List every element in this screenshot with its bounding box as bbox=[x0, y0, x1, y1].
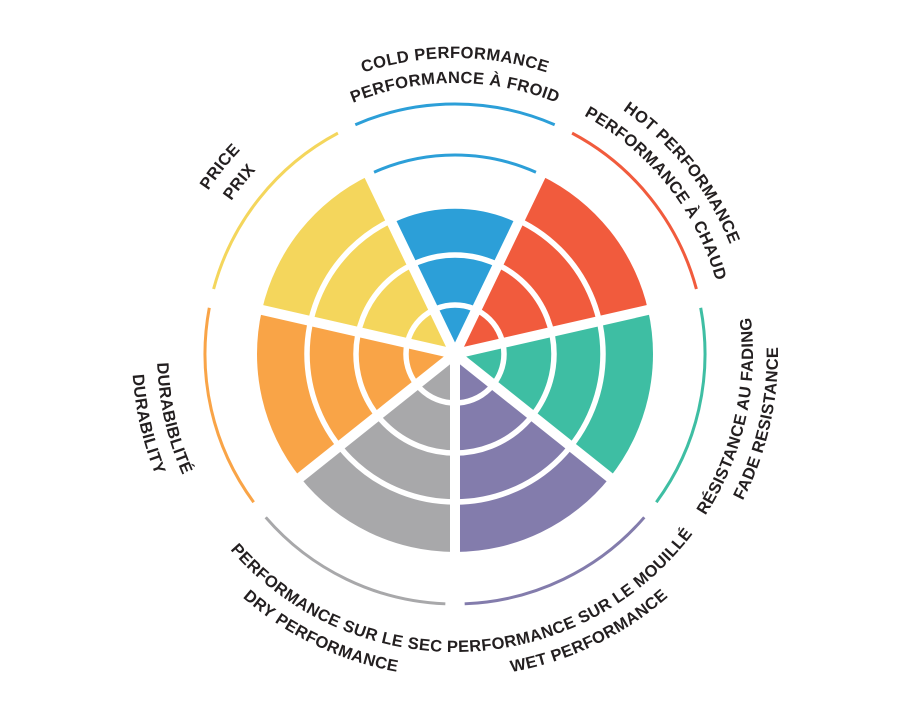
label-hot-performance-en: HOT PERFORMANCE bbox=[620, 99, 743, 247]
sector-divider-5 bbox=[283, 350, 459, 493]
label-arc-hot-performance bbox=[571, 131, 698, 290]
label-arc-wet-performance bbox=[464, 516, 646, 606]
label-arc-fade-resistance bbox=[655, 307, 707, 504]
sector-divider-6 bbox=[243, 301, 457, 359]
sector-dry-performance bbox=[300, 354, 456, 552]
sector-price bbox=[261, 175, 455, 354]
sector-divider-3 bbox=[451, 350, 627, 493]
label-arc-price bbox=[212, 131, 339, 290]
sector-wet-performance bbox=[454, 354, 610, 552]
label-cold-performance-fr: PERFORMANCE À FROID bbox=[348, 69, 562, 107]
label-arc-cold-performance bbox=[354, 102, 556, 127]
label-arc-dry-performance bbox=[264, 516, 446, 606]
sector-hot-performance bbox=[455, 175, 649, 354]
value-outline-arc-cold-performance bbox=[373, 153, 537, 174]
sector-cold-performance bbox=[390, 205, 520, 354]
sector-divider-7 bbox=[356, 157, 460, 357]
sector-divider-2 bbox=[453, 301, 667, 359]
label-arc-durability bbox=[203, 307, 255, 504]
sector-divider-1 bbox=[450, 157, 554, 357]
